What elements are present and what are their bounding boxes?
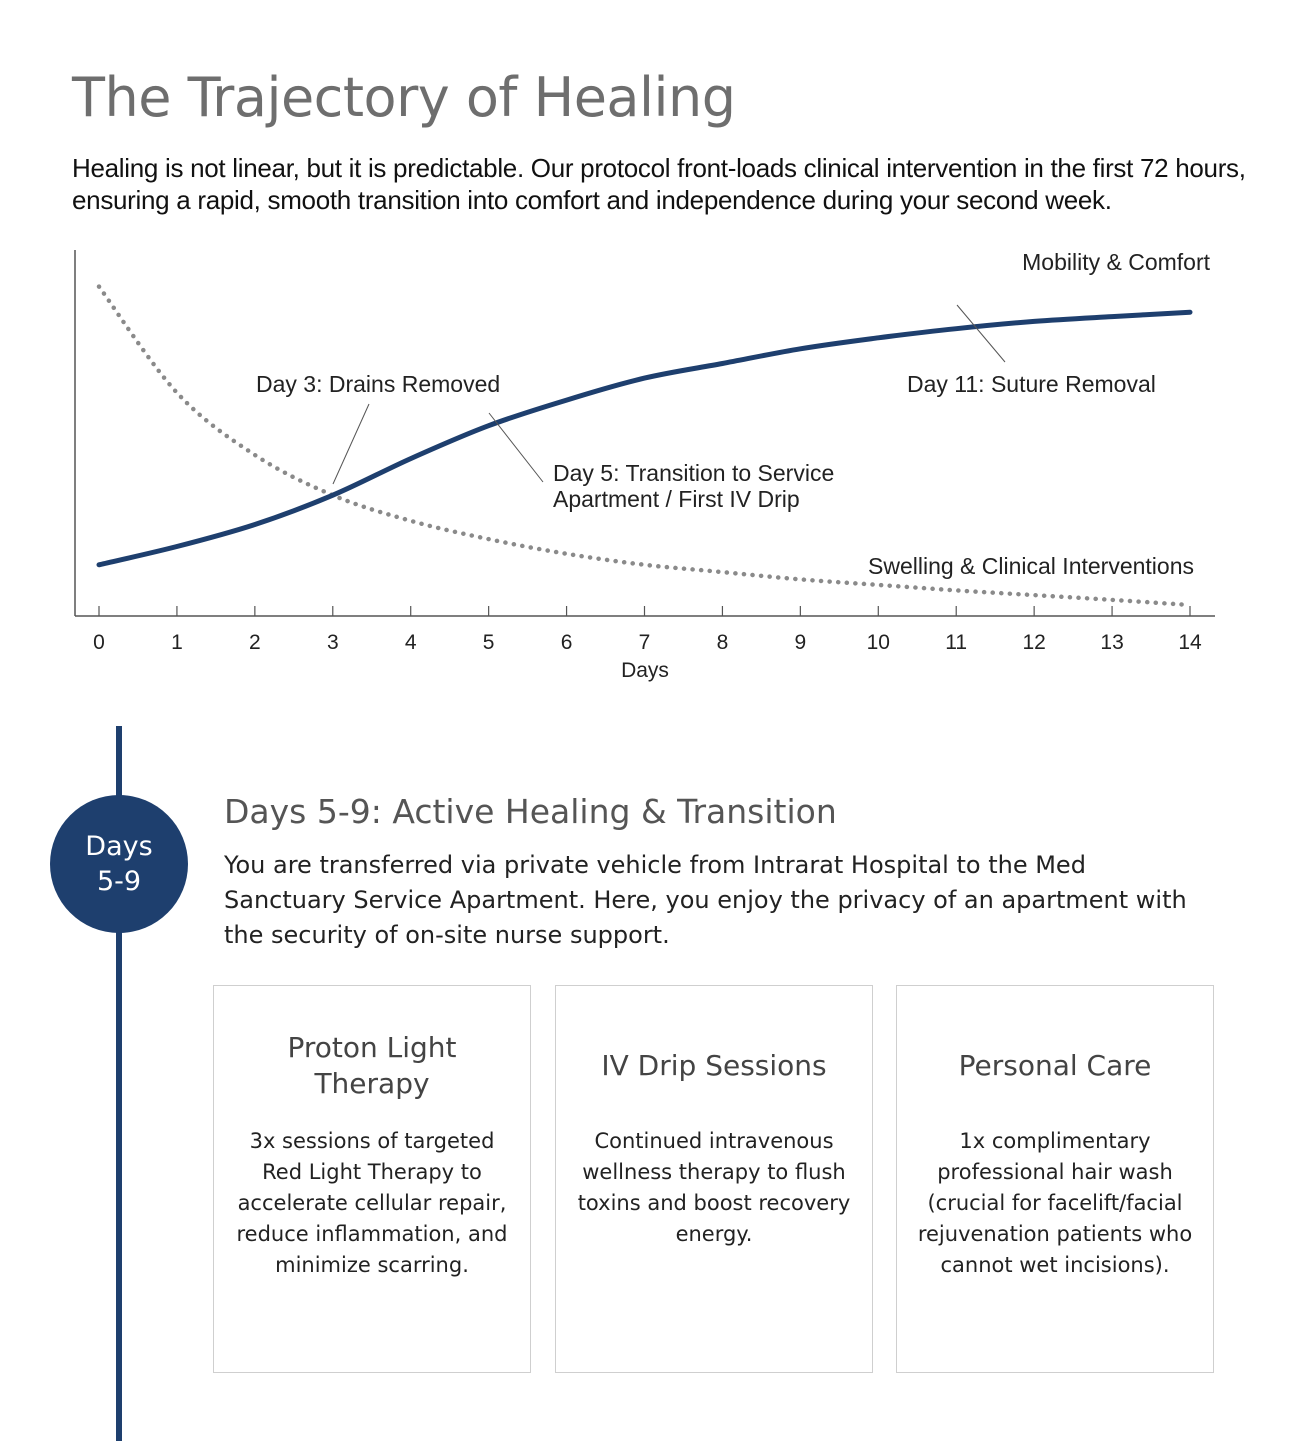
x-tick-label: 11	[945, 631, 967, 654]
card-description: 1x complimentary professional hair wash …	[917, 1129, 1193, 1277]
series-line-mobility	[96, 309, 1193, 568]
card-iv-drip-sessions: IV Drip Sessions Continued intravenous w…	[555, 985, 873, 1373]
x-axis-label: Days	[621, 659, 669, 682]
x-tick-label: 5	[483, 631, 495, 654]
series-line-swelling	[96, 284, 1193, 608]
x-tick-label: 4	[405, 631, 417, 654]
x-tick-label: 3	[327, 631, 339, 654]
x-tick-label: 1	[171, 631, 183, 654]
x-tick-label: 0	[93, 631, 105, 654]
x-tick-label: 14	[1178, 631, 1202, 654]
page-title: The Trajectory of Healing	[72, 66, 736, 129]
series-label-mobility: Mobility & Comfort	[1022, 249, 1210, 275]
card-title: IV Drip Sessions	[601, 1049, 827, 1082]
x-tick-label: 8	[717, 631, 729, 654]
x-tick-label: 2	[249, 631, 261, 654]
card-description: 3x sessions of targeted Red Light Therap…	[236, 1129, 508, 1277]
annotation-transition-line2: Apartment / First IV Drip	[553, 486, 800, 512]
section-description: You are transferred via private vehicle …	[224, 851, 1187, 949]
card-personal-care: Personal Care 1x complimentary professio…	[896, 985, 1214, 1373]
x-tick-label: 13	[1100, 631, 1123, 654]
card-proton-light-therapy: Proton Light Therapy 3x sessions of targ…	[213, 985, 531, 1373]
annotation-drains: Day 3: Drains Removed	[256, 371, 500, 397]
x-tick-label: 10	[867, 631, 890, 654]
badge-label-days: Days	[85, 831, 153, 862]
annotation-leader-suture	[956, 304, 1006, 363]
timeline-line	[116, 726, 122, 1441]
x-ticks: 0 1 2 3 4 5 6 7 8 9 10 11 12 13 14	[93, 606, 1202, 654]
series-label-swelling: Swelling & Clinical Interventions	[868, 553, 1194, 579]
annotation-transition-line1: Day 5: Transition to Service	[553, 460, 834, 486]
intro-paragraph: Healing is not linear, but it is predict…	[72, 153, 1246, 215]
section-title: Days 5-9: Active Healing & Transition	[224, 792, 837, 831]
healing-trajectory-chart: 0 1 2 3 4 5 6 7 8 9 10 11 12 13 14 Days Mobility & Com…	[74, 249, 1215, 682]
card-title: Personal Care	[958, 1049, 1152, 1082]
annotation-suture: Day 11: Suture Removal	[907, 371, 1156, 397]
x-tick-label: 6	[561, 631, 573, 654]
card-description: Continued intravenous wellness therapy t…	[577, 1129, 851, 1246]
annotation-leader-drains	[332, 403, 370, 485]
badge-label-range: 5-9	[96, 866, 142, 897]
annotation-leader-transition	[488, 412, 544, 483]
x-tick-label: 9	[795, 631, 807, 654]
x-tick-label: 12	[1022, 631, 1045, 654]
days-badge: Days 5-9	[50, 795, 188, 933]
x-tick-label: 7	[639, 631, 651, 654]
card-title: Proton Light Therapy	[287, 1031, 457, 1100]
